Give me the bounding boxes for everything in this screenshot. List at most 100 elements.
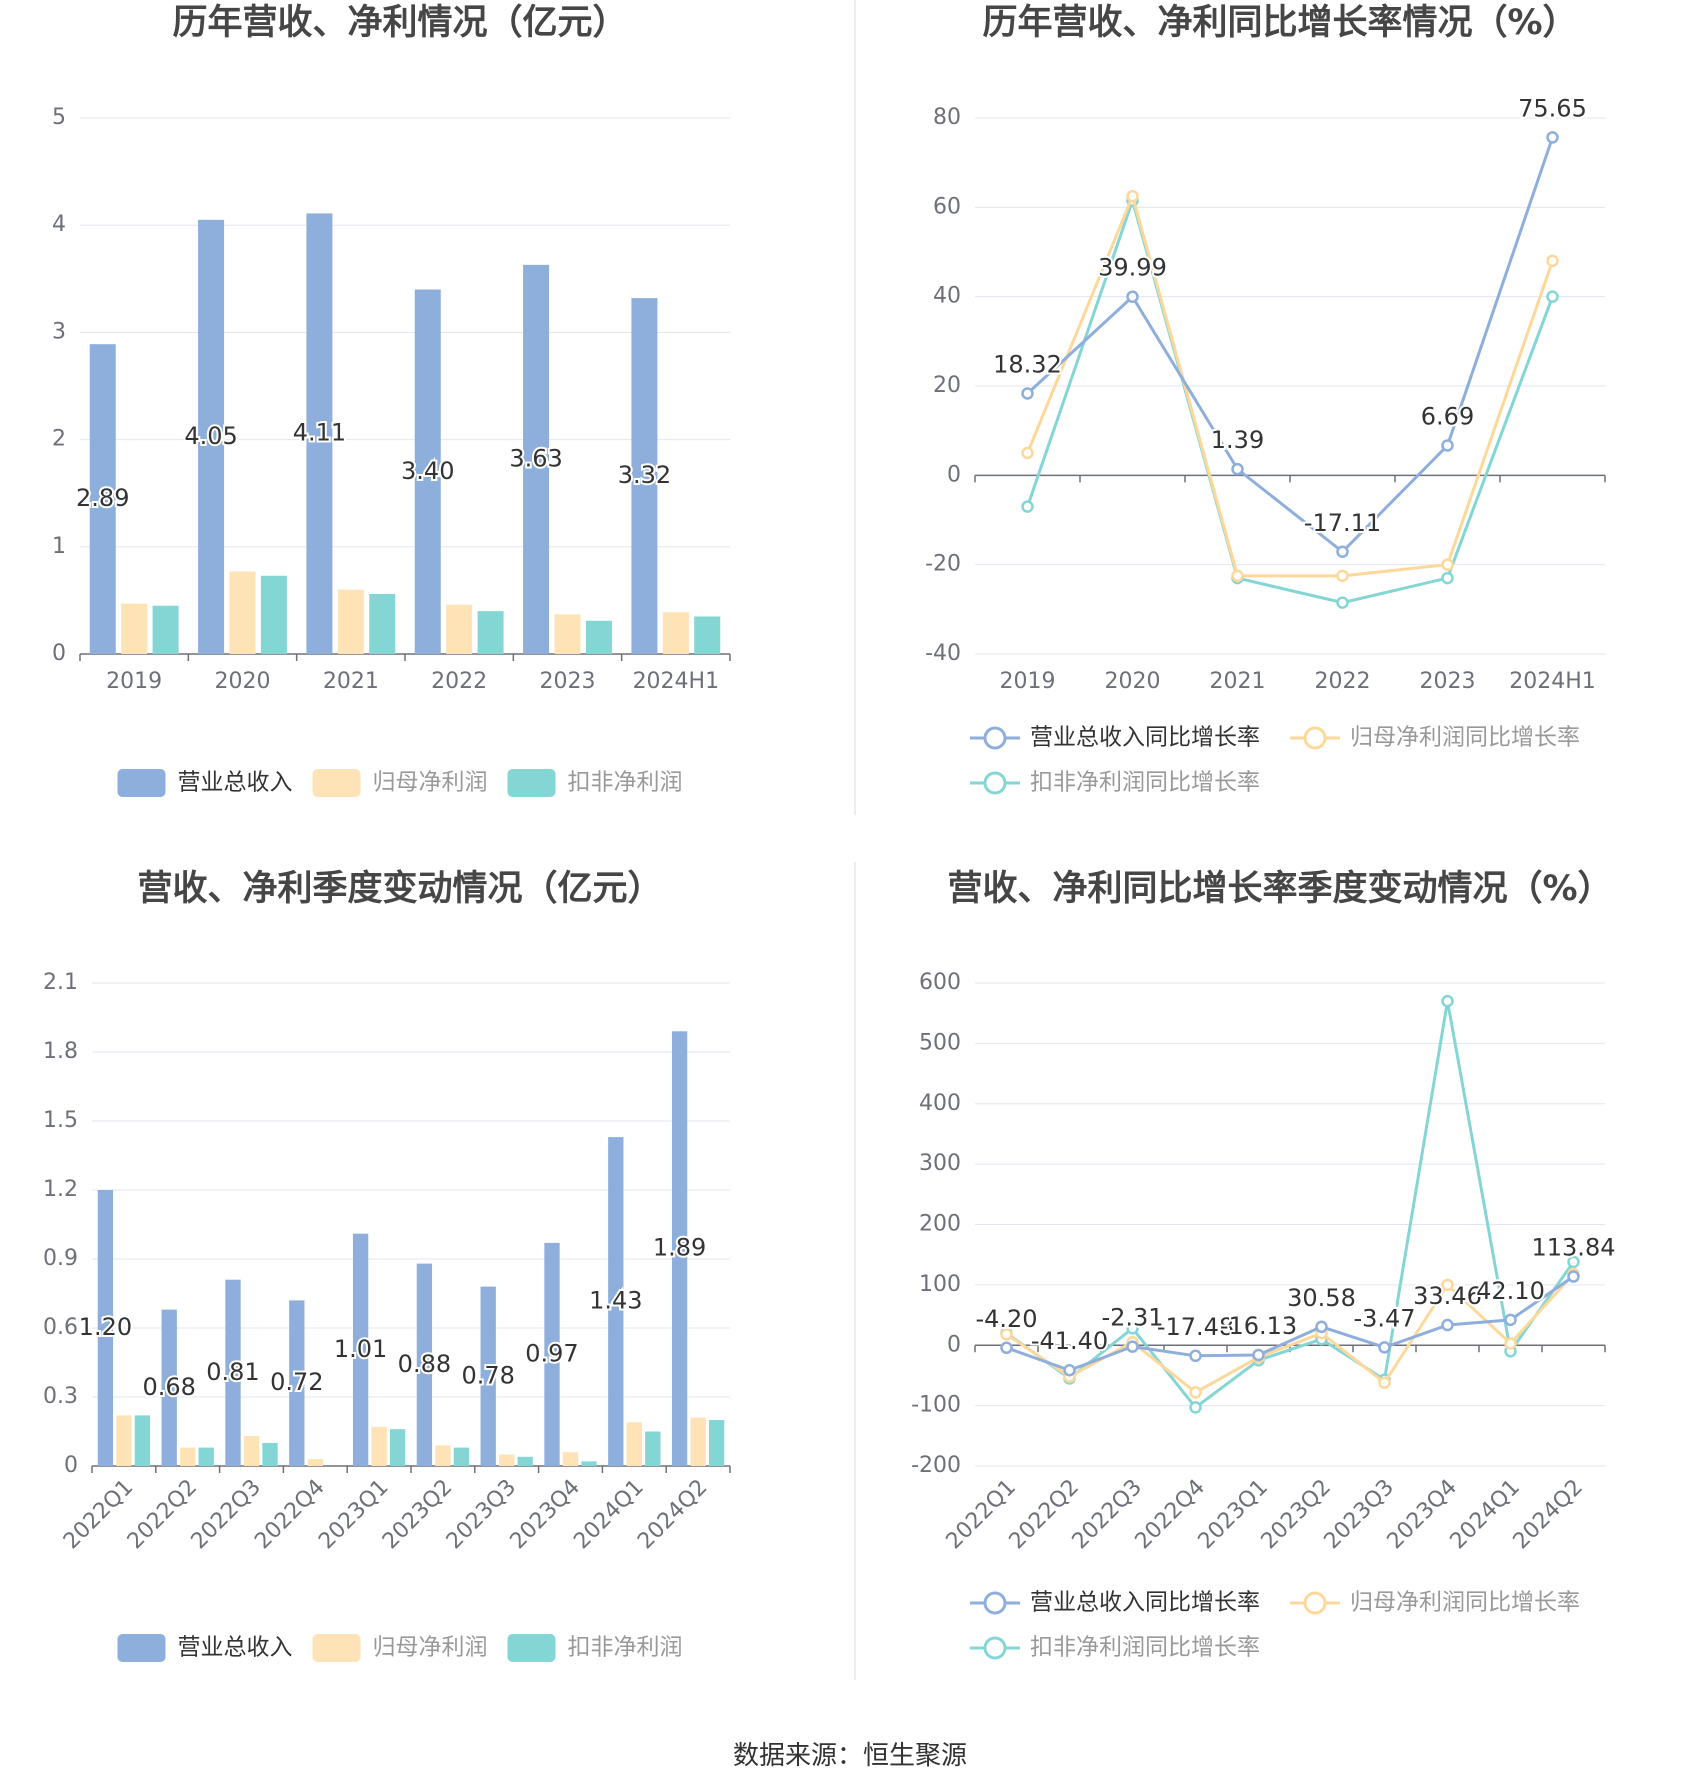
- legend-marker-2: [1303, 726, 1327, 750]
- series-point-net_line: [1441, 1278, 1454, 1292]
- bar-deducted: [262, 1443, 278, 1466]
- y-tick-label: 500: [919, 1030, 961, 1055]
- series-line-deducted_line: [1026, 199, 1554, 605]
- series-point-revenue_line: [1567, 1270, 1580, 1283]
- line-value-label: 42.10: [1476, 1277, 1545, 1305]
- x-tick-label: 2019: [106, 669, 162, 694]
- bar-net: [337, 589, 364, 654]
- series-point-net_line: [1336, 569, 1349, 583]
- legend-label: 归母净利润同比增长率: [1350, 1590, 1580, 1616]
- legend-label: 营业总收入同比增长率: [1030, 1590, 1260, 1616]
- series-point-net_line: [1546, 254, 1559, 268]
- line-value-label: 39.99: [1098, 254, 1167, 282]
- series-point-net_line: [1441, 558, 1454, 571]
- bar-net: [371, 1426, 387, 1466]
- bar-net: [690, 1417, 706, 1466]
- x-tick-label: 2023Q3: [442, 1475, 521, 1554]
- chart-title-quarter-line: 营收、净利同比增长率季度变动情况（%）: [947, 869, 1612, 909]
- x-tick-label: 2022Q2: [123, 1475, 202, 1554]
- legend-label: 扣非净利润同比增长率: [1030, 1635, 1260, 1661]
- bar-revenue: [671, 1031, 688, 1466]
- bar-deducted: [369, 593, 396, 654]
- bar-value-label: 1.01: [334, 1335, 387, 1363]
- y-tick-label: -40: [925, 641, 961, 666]
- chart-title-annual-line: 历年营收、净利同比增长率情况（%）: [982, 3, 1577, 43]
- bar-deducted: [453, 1447, 470, 1466]
- bar-deducted: [389, 1429, 406, 1466]
- bar-value-label: 0.72: [270, 1368, 323, 1396]
- x-tick-label: 2023Q2: [378, 1475, 457, 1554]
- y-tick-label: 0: [947, 462, 961, 487]
- series-point-revenue_line: [1546, 131, 1559, 144]
- series-point-revenue_line: [1441, 439, 1454, 452]
- series-point-net_line: [1021, 446, 1034, 460]
- legend-marker-3: [983, 771, 1007, 795]
- y-tick-label: 200: [919, 1212, 961, 1237]
- bar-deducted: [477, 611, 504, 654]
- series-point-revenue_line: [1189, 1349, 1202, 1363]
- series-point-revenue_line: [1336, 545, 1349, 559]
- series-point-deducted_line: [1567, 1255, 1580, 1269]
- y-tick-label: 0.9: [43, 1246, 78, 1271]
- legend-label: 扣非净利润: [568, 1635, 683, 1661]
- series-point-deducted_line: [1189, 1401, 1202, 1414]
- bar-deducted: [581, 1461, 597, 1466]
- series-point-revenue_line: [1378, 1341, 1391, 1354]
- x-tick-label: 2021: [1210, 669, 1266, 694]
- x-tick-label: 2021: [323, 669, 379, 694]
- bar-deducted: [645, 1431, 661, 1466]
- legend-marker-2: [1303, 1591, 1327, 1615]
- y-tick-label: 80: [933, 105, 961, 130]
- line-value-label: 30.58: [1287, 1284, 1356, 1312]
- bar-revenue: [97, 1190, 114, 1466]
- bar-revenue: [608, 1137, 624, 1466]
- bar-net: [180, 1447, 196, 1466]
- legend-swatch-2: [312, 1634, 361, 1662]
- bar-deducted: [585, 620, 612, 654]
- x-tick-label: 2022Q1: [59, 1475, 138, 1554]
- series-point-revenue_line: [1231, 462, 1244, 476]
- y-tick-label: -20: [925, 552, 961, 577]
- series-point-revenue_line: [1441, 1318, 1454, 1332]
- y-tick-label: 100: [919, 1272, 961, 1297]
- x-tick-label: 2019: [1000, 669, 1056, 694]
- series-line-net_line: [1026, 194, 1554, 578]
- legend-label: 归母净利润同比增长率: [1350, 725, 1580, 751]
- bar-value-label: 1.20: [79, 1313, 132, 1341]
- series-point-deducted_line: [1126, 1322, 1139, 1335]
- x-tick-label: 2023Q4: [506, 1475, 585, 1554]
- bar-value-label: 4.11: [293, 419, 346, 447]
- line-value-label: 18.32: [993, 351, 1062, 379]
- y-tick-label: 0.6: [43, 1315, 78, 1340]
- y-tick-label: 400: [919, 1091, 961, 1116]
- x-tick-label: 2024Q2: [1509, 1475, 1588, 1554]
- x-tick-label: 2022Q3: [187, 1475, 266, 1554]
- y-tick-label: 40: [933, 284, 961, 309]
- data-source-note: 数据来源：恒生聚源: [732, 1741, 967, 1771]
- y-tick-label: 1: [52, 534, 66, 559]
- bar-value-label: 1.43: [589, 1287, 642, 1315]
- series-point-revenue_line: [1000, 1341, 1013, 1355]
- y-tick-label: 0: [64, 1453, 78, 1478]
- bar-deducted: [260, 575, 287, 654]
- bar-net: [243, 1436, 260, 1466]
- series-point-revenue_line: [1126, 290, 1139, 303]
- legend-label: 扣非净利润同比增长率: [1030, 770, 1260, 796]
- bar-value-label: 0.78: [461, 1361, 514, 1389]
- bar-net: [562, 1452, 579, 1466]
- bar-deducted: [708, 1420, 725, 1466]
- bar-net: [121, 603, 148, 654]
- series-point-net_line: [1189, 1386, 1202, 1399]
- bar-revenue: [523, 264, 550, 654]
- bar-deducted: [517, 1456, 533, 1466]
- bar-value-label: 3.63: [509, 444, 562, 472]
- y-tick-label: 60: [933, 194, 961, 219]
- bar-revenue: [414, 289, 441, 654]
- bar-net: [116, 1415, 132, 1466]
- bar-value-label: 4.05: [184, 422, 237, 450]
- series-point-revenue_line: [1126, 1340, 1139, 1353]
- series-point-revenue_line: [1063, 1363, 1076, 1377]
- series-line-deducted_line: [1005, 999, 1575, 1409]
- y-tick-label: 3: [52, 319, 66, 344]
